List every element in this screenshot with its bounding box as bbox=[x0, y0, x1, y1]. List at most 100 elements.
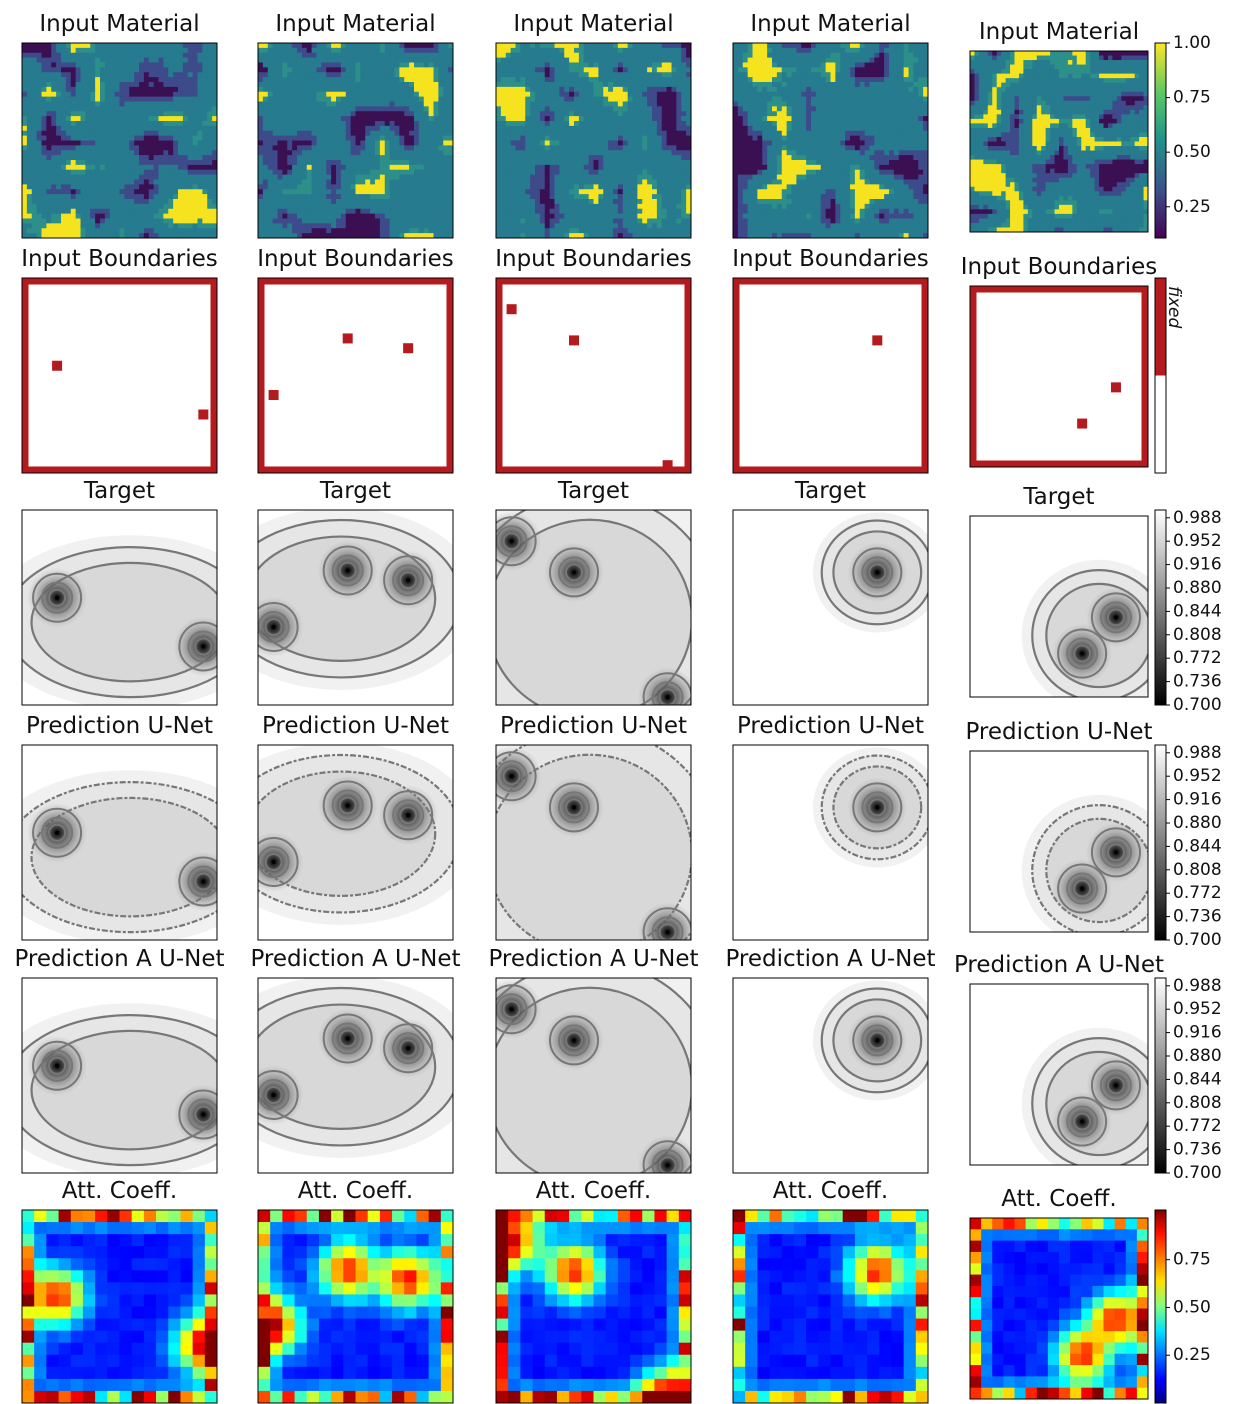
material-cell bbox=[516, 145, 521, 150]
material-cell bbox=[188, 106, 193, 111]
material-cell bbox=[511, 121, 516, 126]
material-cell bbox=[336, 63, 341, 68]
material-cell bbox=[124, 67, 129, 72]
material-cell bbox=[178, 184, 183, 189]
material-cell bbox=[341, 82, 346, 87]
material-cell bbox=[618, 111, 623, 116]
material-cell bbox=[613, 102, 618, 107]
material-cell bbox=[163, 67, 168, 72]
material-cell bbox=[385, 170, 390, 175]
material-cell bbox=[652, 141, 657, 146]
material-cell bbox=[178, 199, 183, 204]
material-cell bbox=[574, 67, 579, 72]
material-cell bbox=[326, 145, 331, 150]
material-cell bbox=[506, 121, 511, 126]
material-cell bbox=[535, 67, 540, 72]
material-cell bbox=[168, 180, 173, 185]
material-cell bbox=[27, 48, 32, 53]
material-cell bbox=[110, 87, 115, 92]
material-cell bbox=[71, 97, 76, 102]
material-cell bbox=[51, 63, 56, 68]
material-cell bbox=[312, 126, 317, 131]
material-cell bbox=[76, 141, 81, 146]
material-cell bbox=[27, 116, 32, 121]
material-cell bbox=[154, 72, 159, 77]
material-cell bbox=[326, 63, 331, 68]
material-cell bbox=[159, 136, 164, 141]
material-cell bbox=[139, 175, 144, 180]
material-cell bbox=[129, 87, 134, 92]
material-cell bbox=[268, 165, 273, 170]
material-cell bbox=[603, 180, 608, 185]
material-cell bbox=[273, 121, 278, 126]
material-cell bbox=[71, 165, 76, 170]
material-cell bbox=[395, 204, 400, 209]
material-cell bbox=[42, 136, 47, 141]
material-cell bbox=[404, 48, 409, 53]
material-cell bbox=[159, 194, 164, 199]
material-cell bbox=[268, 106, 273, 111]
material-cell bbox=[61, 131, 66, 136]
material-cell bbox=[144, 102, 149, 107]
material-cell bbox=[681, 219, 686, 224]
material-cell bbox=[297, 165, 302, 170]
material-cell bbox=[178, 219, 183, 224]
material-cell bbox=[56, 43, 61, 48]
material-cell bbox=[676, 92, 681, 97]
material-cell bbox=[667, 180, 672, 185]
material-cell bbox=[95, 63, 100, 68]
material-cell bbox=[516, 180, 521, 185]
material-cell bbox=[395, 77, 400, 82]
material-cell bbox=[37, 92, 42, 97]
material-cell bbox=[380, 184, 385, 189]
material-cell bbox=[302, 199, 307, 204]
material-cell bbox=[168, 145, 173, 150]
material-cell bbox=[429, 72, 434, 77]
material-cell bbox=[657, 145, 662, 150]
material-cell bbox=[594, 199, 599, 204]
material-cell bbox=[105, 209, 110, 214]
material-cell bbox=[594, 116, 599, 121]
material-cell bbox=[579, 58, 584, 63]
material-cell bbox=[676, 136, 681, 141]
material-cell bbox=[385, 92, 390, 97]
material-cell bbox=[594, 141, 599, 146]
material-cell bbox=[569, 111, 574, 116]
material-cell bbox=[22, 116, 27, 121]
material-cell bbox=[584, 87, 589, 92]
material-cell bbox=[628, 170, 633, 175]
material-cell bbox=[302, 204, 307, 209]
material-cell bbox=[120, 199, 125, 204]
material-cell bbox=[516, 97, 521, 102]
material-cell bbox=[555, 194, 560, 199]
material-cell bbox=[637, 170, 642, 175]
material-cell bbox=[569, 106, 574, 111]
material-cell bbox=[193, 219, 198, 224]
material-cell bbox=[144, 199, 149, 204]
material-cell bbox=[516, 204, 521, 209]
material-cell bbox=[27, 223, 32, 228]
material-cell bbox=[302, 82, 307, 87]
material-cell bbox=[569, 150, 574, 155]
material-cell bbox=[399, 111, 404, 116]
material-cell bbox=[42, 214, 47, 219]
material-cell bbox=[32, 170, 37, 175]
material-cell bbox=[326, 194, 331, 199]
material-cell bbox=[144, 63, 149, 68]
material-cell bbox=[312, 184, 317, 189]
material-cell bbox=[434, 102, 439, 107]
material-cell bbox=[530, 131, 535, 136]
material-cell bbox=[273, 175, 278, 180]
material-cell bbox=[336, 102, 341, 107]
material-cell bbox=[438, 82, 443, 87]
material-cell bbox=[173, 82, 178, 87]
material-cell bbox=[27, 131, 32, 136]
material-cell bbox=[520, 111, 525, 116]
material-cell bbox=[351, 170, 356, 175]
material-cell bbox=[149, 184, 154, 189]
material-cell bbox=[356, 165, 361, 170]
material-cell bbox=[100, 87, 105, 92]
material-cell bbox=[56, 150, 61, 155]
material-cell bbox=[424, 82, 429, 87]
material-cell bbox=[178, 82, 183, 87]
